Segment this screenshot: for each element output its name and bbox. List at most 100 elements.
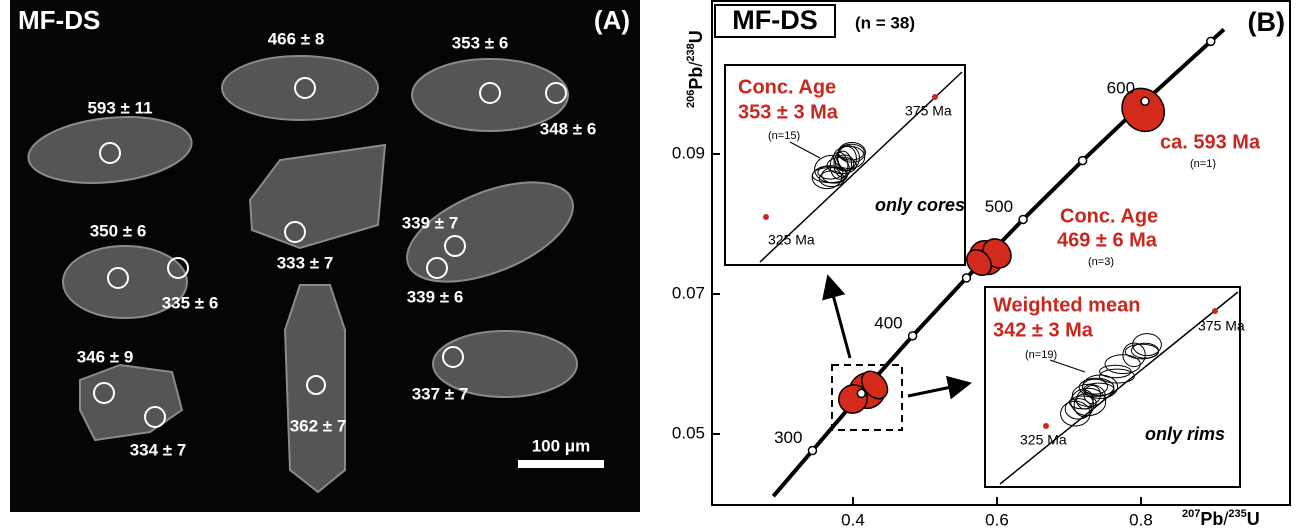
inset-age: 353 ± 3 Ma — [738, 101, 839, 123]
age-label: 300 — [774, 428, 802, 447]
x-label-part: U — [1247, 509, 1260, 529]
spot — [144, 406, 166, 428]
title-box — [714, 4, 836, 38]
spot-label: 353 ± 6 — [452, 33, 509, 52]
y-label-part: 238 — [685, 43, 697, 61]
age-label: 600 — [1107, 79, 1135, 98]
age-label: 500 — [985, 197, 1013, 216]
scale-bar — [518, 460, 604, 468]
spot — [167, 257, 189, 279]
grain — [283, 284, 346, 494]
annotation: (n=3) — [1088, 256, 1114, 268]
spot-label: 348 ± 6 — [540, 119, 597, 138]
panel-b-title: MF-DS — [732, 5, 817, 35]
inset-ellipse — [1083, 382, 1115, 396]
inset-note: only rims — [1145, 424, 1225, 444]
panel-b: MF-DS (n = 38) (B) Conc. Age 353 ± 3 Ma … — [685, 0, 1291, 529]
spot — [284, 221, 306, 243]
inset-ellipses — [811, 141, 866, 190]
y-tick-label: 0.05 — [672, 423, 705, 442]
inset-ellipse — [1122, 342, 1146, 368]
inset-age-dot — [932, 94, 938, 100]
x-axis-label: 207Pb/235U — [1182, 508, 1260, 529]
inset-age-dot — [1043, 423, 1049, 429]
age-marker — [1206, 36, 1216, 47]
grain — [62, 245, 188, 319]
annotation: ca. 593 Ma — [1160, 131, 1261, 153]
age-marker — [1077, 155, 1088, 166]
inset-curve — [759, 71, 963, 263]
spot-label: 346 ± 9 — [77, 347, 134, 366]
spot-label: 466 ± 8 — [268, 29, 325, 48]
y-axis-label: 206Pb/238U — [685, 30, 706, 108]
y-tick-label: 0.07 — [672, 283, 705, 302]
spot-label: 335 ± 6 — [162, 293, 219, 312]
x-label-part: 207 — [1182, 508, 1200, 520]
spot-label: 362 ± 7 — [290, 416, 347, 435]
inset-curve — [999, 291, 1239, 485]
grain — [432, 330, 578, 398]
age-marker — [856, 388, 867, 399]
spot — [93, 382, 115, 404]
inset-cores — [724, 64, 966, 266]
error-ellipse — [1121, 87, 1166, 133]
inset-ellipse — [1099, 368, 1136, 384]
inset-ellipses — [1060, 333, 1162, 427]
spot-label: 350 ± 6 — [90, 221, 147, 240]
y-label-part: Pb — [686, 67, 706, 90]
inset-ellipse — [1060, 400, 1091, 427]
x-tick-label: 0.8 — [1129, 510, 1153, 529]
y-label-part: U — [686, 30, 706, 43]
inset-ellipse — [1132, 333, 1162, 357]
grain — [411, 58, 569, 132]
spot — [545, 82, 567, 104]
scale-bar-label: 100 μm — [532, 436, 591, 455]
age-marker — [1140, 96, 1150, 106]
inset-ellipse — [1076, 389, 1094, 410]
inset-ellipse — [1073, 393, 1095, 418]
inset-ellipse — [818, 170, 845, 188]
inset-age-dot — [763, 214, 769, 220]
inset-n: (n=15) — [768, 130, 800, 142]
panel-a: MF-DS (A) 100 μm — [10, 0, 640, 512]
age-label: 400 — [874, 313, 902, 332]
panel-a-label: (A) — [594, 5, 630, 35]
inset-ellipse — [811, 165, 843, 190]
x-tick-label: 0.4 — [841, 510, 865, 529]
inset-upper-age: 375 Ma — [905, 103, 952, 119]
spot — [99, 142, 121, 164]
spot — [426, 257, 448, 279]
annotation: Conc. Age — [1060, 205, 1158, 227]
annotation: 469 ± 6 Ma — [1057, 229, 1158, 251]
y-tick-label: 0.09 — [672, 143, 705, 162]
x-label-part: / — [1223, 509, 1228, 529]
arrow — [907, 375, 972, 400]
age-marker — [1018, 214, 1028, 225]
leader — [789, 141, 821, 159]
inset-note: only cores — [875, 195, 965, 215]
arrow — [822, 274, 852, 359]
spot — [294, 77, 316, 99]
age-marker — [807, 445, 818, 456]
inset-lower-age: 325 Ma — [1020, 432, 1067, 448]
spot — [306, 375, 326, 395]
inset-ellipse — [817, 165, 844, 180]
spot-label: 339 ± 7 — [402, 213, 459, 232]
grain — [248, 143, 387, 250]
x-tick-label: 0.6 — [985, 510, 1009, 529]
inset-n: (n=19) — [1025, 349, 1057, 361]
inset-upper-age: 375 Ma — [1198, 318, 1245, 334]
error-ellipse — [966, 248, 992, 277]
inset-ellipse — [833, 150, 853, 178]
spots — [93, 77, 567, 428]
inset-age: 342 ± 3 Ma — [993, 319, 1094, 341]
spot — [442, 346, 464, 368]
inset-ellipse — [1070, 387, 1107, 417]
spot-label: 334 ± 7 — [130, 440, 187, 459]
age-marker — [907, 331, 918, 341]
inset-ellipse — [833, 145, 866, 170]
inset-lower-age: 325 Ma — [768, 232, 815, 248]
error-ellipse — [860, 370, 889, 400]
inset-ellipse — [1082, 378, 1109, 395]
